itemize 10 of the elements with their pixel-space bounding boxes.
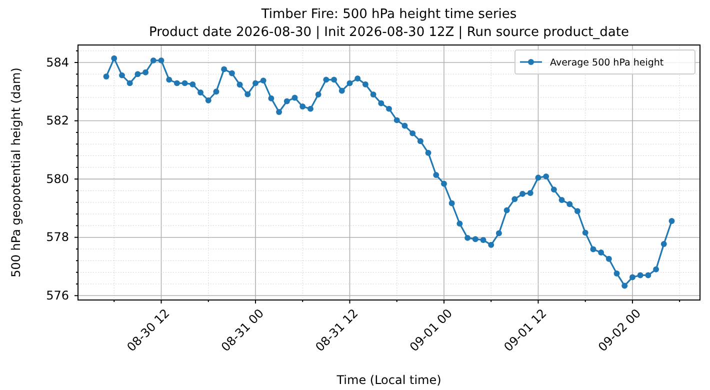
- y-tick-label: 578: [46, 230, 69, 244]
- y-tick-label: 582: [46, 114, 69, 128]
- chart-title: Timber Fire: 500 hPa height time series: [260, 7, 517, 22]
- y-tick-label: 576: [46, 288, 69, 302]
- y-axis-title: 500 hPa geopotential height (dam): [9, 68, 23, 278]
- x-axis-title: Time (Local time): [336, 373, 442, 387]
- legend-label: Average 500 hPa height: [550, 58, 664, 68]
- chart-subtitle: Product date 2026-08-30 | Init 2026-08-30 12Z | Run source product_date: [149, 25, 629, 40]
- y-tick-label: 584: [46, 55, 69, 70]
- y-tick-label: 580: [46, 172, 69, 186]
